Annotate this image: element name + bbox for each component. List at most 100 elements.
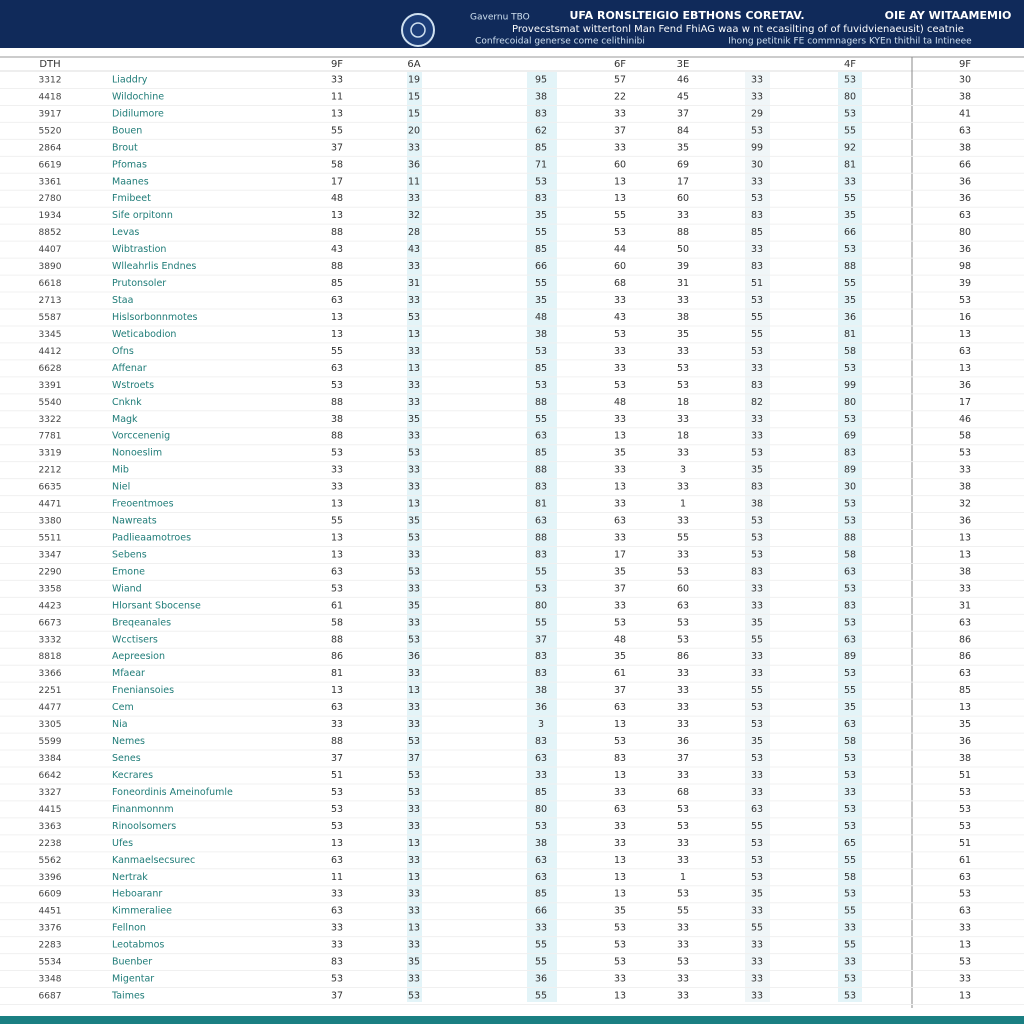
row-code: 6628 — [39, 364, 62, 374]
cell-value: 53 — [844, 75, 856, 86]
cell-value: 13 — [331, 329, 343, 340]
cell-value: 80 — [844, 397, 856, 408]
cell-value: 33 — [408, 668, 420, 679]
cell-value: 63 — [959, 617, 971, 628]
cell-value: 13 — [614, 431, 626, 442]
cell-value: 33 — [677, 482, 689, 493]
cell-value: 28 — [408, 227, 420, 238]
cell-value: 58 — [844, 346, 856, 357]
cell-value: 53 — [677, 566, 689, 577]
cell-value: 18 — [677, 397, 689, 408]
cell-value: 66 — [535, 261, 547, 272]
cell-value: 58 — [331, 159, 343, 170]
cell-value: 89 — [844, 651, 856, 662]
cell-value: 46 — [959, 414, 971, 425]
cell-value: 80 — [959, 227, 971, 238]
row-name: Taimes — [111, 991, 145, 1002]
column-header: 6A — [407, 59, 420, 70]
cell-value: 35 — [751, 617, 763, 628]
cell-value: 86 — [959, 651, 971, 662]
cell-value: 35 — [614, 566, 626, 577]
cell-value: 53 — [614, 940, 626, 951]
cell-value: 48 — [614, 634, 626, 645]
cell-value: 53 — [844, 668, 856, 679]
cell-value: 13 — [331, 499, 343, 510]
cell-value: 13 — [408, 363, 420, 374]
cell-value: 33 — [408, 482, 420, 493]
cell-value: 63 — [614, 516, 626, 527]
cell-value: 85 — [535, 363, 547, 374]
row-name: Kecrares — [112, 770, 153, 781]
column-band — [527, 72, 557, 1002]
cell-value: 33 — [677, 549, 689, 560]
cell-value: 83 — [614, 753, 626, 764]
cell-value: 1 — [680, 499, 686, 510]
row-code: 5534 — [39, 958, 62, 968]
cell-value: 33 — [408, 142, 420, 153]
cell-value: 13 — [614, 193, 626, 204]
cell-value: 63 — [535, 753, 547, 764]
cell-value: 33 — [614, 142, 626, 153]
cell-value: 33 — [751, 91, 763, 102]
cell-value: 33 — [751, 244, 763, 255]
cell-value: 53 — [331, 448, 343, 459]
cell-value: 38 — [535, 329, 547, 340]
cell-value: 33 — [751, 668, 763, 679]
cell-value: 63 — [959, 872, 971, 883]
row-name: Breqeanales — [112, 617, 171, 628]
row-code: 4412 — [39, 347, 62, 357]
cell-value: 53 — [959, 957, 971, 968]
cell-value: 55 — [535, 227, 547, 238]
cell-value: 33 — [614, 465, 626, 476]
row-name: Affenar — [112, 363, 147, 374]
cell-value: 55 — [751, 634, 763, 645]
cell-value: 83 — [331, 957, 343, 968]
cell-value: 43 — [331, 244, 343, 255]
cell-value: 33 — [677, 295, 689, 306]
cell-value: 37 — [677, 753, 689, 764]
cell-value: 53 — [614, 736, 626, 747]
logo-inner — [410, 22, 426, 38]
cell-value: 53 — [751, 753, 763, 764]
cell-value: 53 — [408, 770, 420, 781]
cell-value: 53 — [751, 346, 763, 357]
cell-value: 18 — [677, 431, 689, 442]
cell-value: 86 — [331, 651, 343, 662]
cell-value: 13 — [959, 549, 971, 560]
cell-value: 89 — [844, 465, 856, 476]
cell-value: 33 — [331, 940, 343, 951]
cell-value: 53 — [844, 991, 856, 1002]
cell-value: 83 — [844, 448, 856, 459]
cell-value: 13 — [408, 923, 420, 934]
cell-value: 33 — [751, 583, 763, 594]
cell-value: 85 — [535, 889, 547, 900]
cell-value: 55 — [535, 617, 547, 628]
cell-value: 63 — [844, 719, 856, 730]
cell-value: 66 — [535, 906, 547, 917]
cell-value: 36 — [535, 702, 547, 713]
cell-value: 53 — [959, 821, 971, 832]
cell-value: 88 — [535, 533, 547, 544]
cell-value: 53 — [408, 533, 420, 544]
row-code: 3363 — [39, 822, 62, 832]
row-name: Mfaear — [112, 668, 145, 679]
cell-value: 53 — [614, 329, 626, 340]
row-name: Hlorsant Sbocense — [112, 600, 201, 611]
logo — [401, 13, 435, 47]
cell-value: 55 — [751, 821, 763, 832]
cell-value: 33 — [677, 838, 689, 849]
cell-value: 33 — [614, 974, 626, 985]
cell-value: 63 — [959, 125, 971, 136]
cell-value: 36 — [677, 736, 689, 747]
right-subtitle: Ihong petitnik FE commnagers KYEn thithi… — [728, 37, 972, 47]
cell-value: 33 — [408, 974, 420, 985]
cell-value: 60 — [614, 159, 626, 170]
cell-value: 33 — [677, 974, 689, 985]
row-name: Sife orpitonn — [112, 210, 173, 221]
cell-value: 13 — [959, 533, 971, 544]
cell-value: 33 — [614, 838, 626, 849]
row-name: Nonoeslim — [112, 448, 162, 459]
subtitle: Confrecoidal generse come celithinibi — [475, 37, 645, 47]
cell-value: 13 — [614, 176, 626, 187]
cell-value: 63 — [844, 634, 856, 645]
